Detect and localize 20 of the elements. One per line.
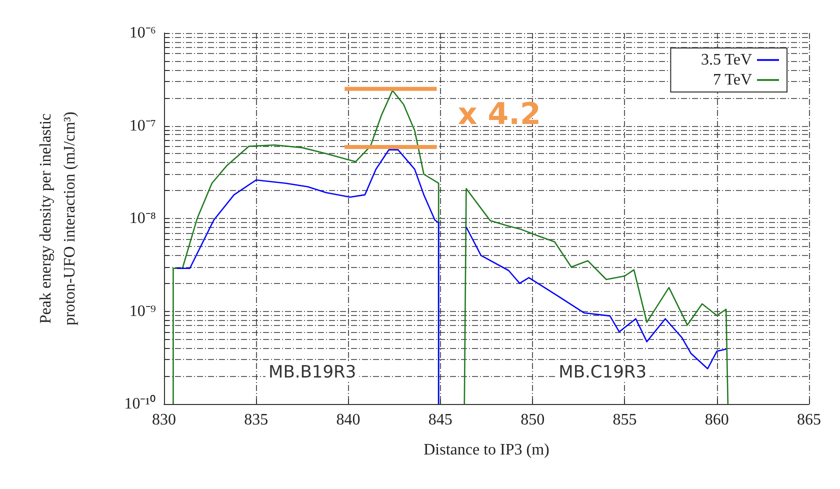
x-tick-label: 865 <box>797 412 821 428</box>
legend-label: 3.5 TeV <box>700 52 752 68</box>
x-tick-label: 835 <box>244 412 268 428</box>
x-tick-label: 830 <box>152 412 176 428</box>
y-tick-label: 10⁻⁸ <box>129 210 156 227</box>
annotation: x 4.2 <box>458 97 541 132</box>
legend-label: 7 TeV <box>712 72 752 88</box>
y-tick-label: 10⁻⁶ <box>129 24 156 42</box>
y-axis-title: Peak energy density per inelastic proton-UFO interaction (mJ/cm³) <box>38 112 78 326</box>
y-tick-label: 10⁻⁹ <box>129 302 156 320</box>
annotation: MB.B19R3 <box>268 362 356 382</box>
x-tick-label: 855 <box>612 412 637 428</box>
annotation: MB.C19R3 <box>558 362 647 382</box>
y-tick-label: 10⁻¹⁰ <box>124 394 156 412</box>
x-tick-label: 845 <box>428 412 452 428</box>
x-tick-label: 850 <box>520 412 545 428</box>
y-tick-label: 10⁻⁷ <box>129 117 156 134</box>
x-tick-label: 860 <box>704 412 729 428</box>
x-axis-title: Distance to IP3 (m) <box>424 442 550 458</box>
x-tick-label: 840 <box>336 412 360 428</box>
